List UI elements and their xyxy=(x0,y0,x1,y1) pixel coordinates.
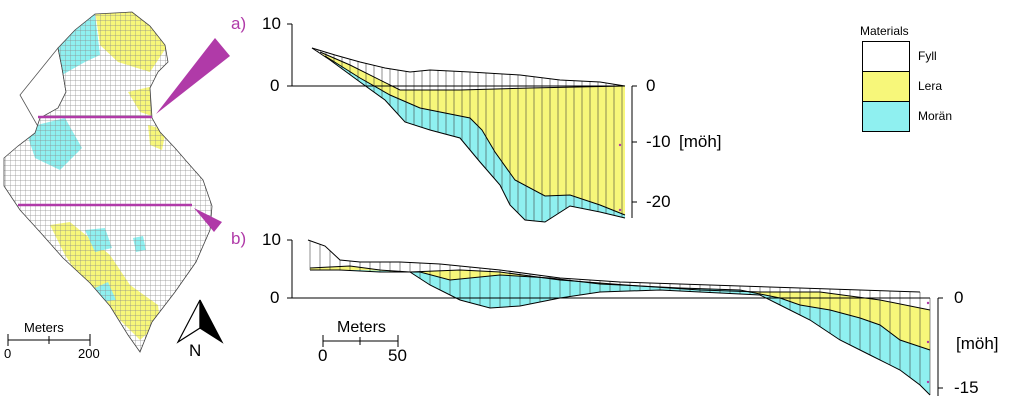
section-a-right-tick-minus20: -20 xyxy=(646,192,671,211)
map-scale-title: Meters xyxy=(24,320,64,335)
section-b-scale-title: Meters xyxy=(337,319,386,336)
north-arrow-icon xyxy=(176,299,224,344)
section-b-upper-tick-0: 0 xyxy=(270,288,280,307)
section-a-axes xyxy=(287,23,637,218)
section-a-right-tick-0: 0 xyxy=(646,76,656,95)
legend-item-lera: Lera xyxy=(860,71,952,102)
map-scale-tick-0: 0 xyxy=(4,346,12,361)
legend-label-fyll: Fyll xyxy=(918,49,937,63)
section-a-upper-tick-10: 10 xyxy=(262,14,281,33)
legend-label-lera: Lera xyxy=(918,79,943,93)
section-b-axes xyxy=(287,239,943,396)
section-a-right-tick-minus10: -10 xyxy=(646,132,671,151)
panel-label-b: b) xyxy=(231,229,247,248)
section-b-scale-bar xyxy=(322,335,399,347)
section-b-scale-tick-50: 50 xyxy=(388,346,407,365)
cross-section-a xyxy=(287,23,637,223)
section-b-unit: [möh] xyxy=(956,334,999,353)
north-label: N xyxy=(189,341,202,360)
legend-item-fyll: Fyll xyxy=(860,41,952,72)
map-scale-tick-200: 200 xyxy=(78,346,100,361)
legend-swatch-lera xyxy=(862,71,910,102)
section-b-upper-tick-10: 10 xyxy=(262,230,281,249)
callout-pointer-b xyxy=(194,208,222,232)
map-outline xyxy=(3,11,213,353)
section-b-right-tick-0: 0 xyxy=(954,288,964,307)
panel-label-a: a) xyxy=(231,14,247,33)
legend-swatch-moran xyxy=(862,101,910,132)
materials-legend: Materials Fyll Lera Morän xyxy=(860,24,953,132)
section-a-unit: [möh] xyxy=(679,132,722,151)
section-a-clay xyxy=(320,52,625,215)
legend-swatch-fyll xyxy=(862,41,910,72)
legend-title: Materials xyxy=(860,24,909,38)
site-map xyxy=(3,11,230,353)
callout-pointer-a xyxy=(156,38,230,114)
legend-label-moran: Morän xyxy=(918,109,953,123)
section-b-scale-tick-0: 0 xyxy=(318,346,328,365)
map-scale-bar xyxy=(7,334,91,346)
section-a-upper-tick-0: 0 xyxy=(270,76,280,95)
legend-item-moran: Morän xyxy=(860,101,953,132)
section-b-right-tick-minus15: -15 xyxy=(954,378,979,397)
cross-section-b xyxy=(287,239,943,396)
section-a-moraine xyxy=(325,56,625,222)
